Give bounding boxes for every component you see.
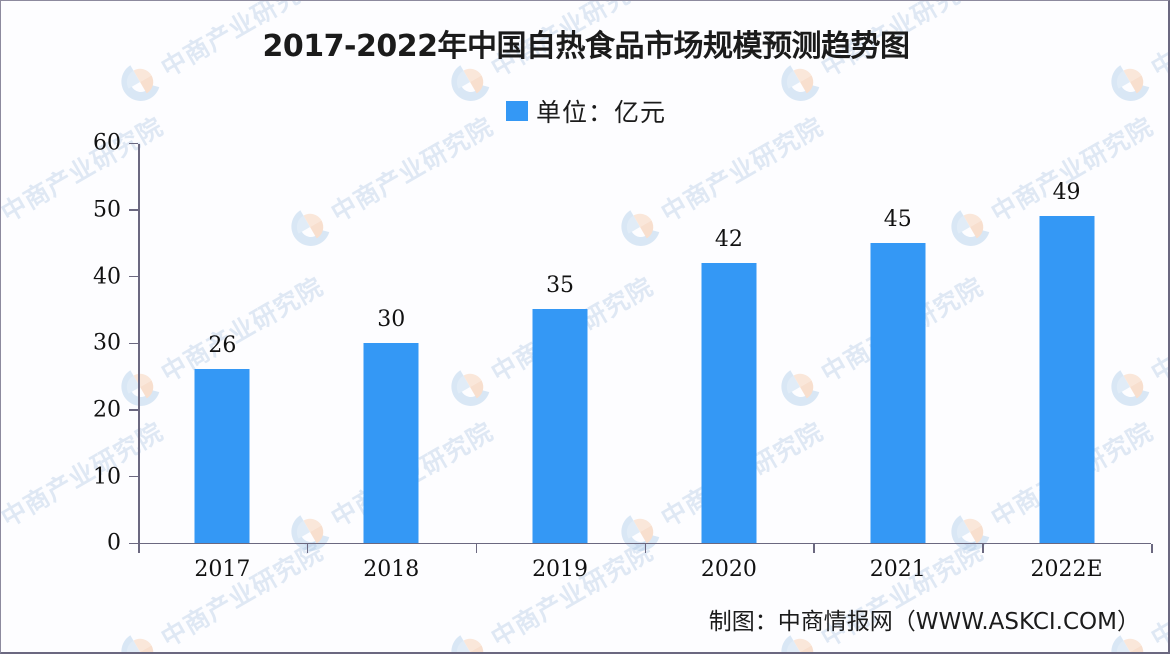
watermark-logo-icon [1,502,10,562]
x-axis-category-label: 2019 [532,556,589,582]
x-axis-tick [475,544,478,553]
x-axis [138,542,1151,544]
legend-label: 单位：亿元 [535,98,666,127]
watermark-logo-icon [1,197,10,257]
y-axis-tick: 30 [93,331,138,356]
bar-slot: 42 2020 [645,145,814,582]
y-axis-tick-label: 10 [93,464,121,490]
y-axis-tick: 0 [107,531,138,556]
y-axis-tick-label: 20 [93,397,121,423]
watermark-logo-icon [110,622,170,652]
x-axis-category-label: 2018 [363,556,420,582]
y-axis-tick: 50 [93,197,138,222]
x-axis-category-label: 2022E [1030,556,1103,582]
y-axis [138,144,140,544]
bar[interactable]: 42 [701,227,757,543]
watermark: 中商产业研究院 [110,529,331,653]
y-axis-tick-label: 30 [93,330,121,356]
y-axis-tick-label: 40 [93,264,121,290]
watermark-logo-icon [440,622,500,652]
bar-value-label: 42 [714,226,743,252]
page-title: 2017-2022年中国自热食品市场规模预测趋势图 [262,29,910,64]
x-axis-tick [1151,544,1153,553]
bar[interactable]: 49 [1039,180,1095,543]
bar-slot: 45 2021 [813,145,982,582]
bar-value-label: 30 [377,306,406,332]
bar-slot: 30 2018 [307,145,476,582]
y-axis-tick: 10 [93,464,138,489]
bar-value-label: 45 [883,206,912,232]
bar[interactable]: 45 [870,207,926,543]
watermark-text: 中商产业研究院 [1146,536,1170,653]
y-axis-tick: 20 [93,397,138,422]
x-axis-tick [644,544,646,553]
x-axis-tick [306,544,309,553]
y-axis-tick-label: 50 [93,197,121,223]
watermark-text: 中商产业研究院 [156,536,329,653]
footer-credit: 制图：中商情报网（WWW.ASKCI.COM） [708,609,1140,635]
y-axis-tick: 60 [93,131,138,156]
bar[interactable]: 30 [363,307,419,543]
chart-legend: 单位：亿元 [1,93,1168,129]
x-axis-category-label: 2020 [700,556,757,582]
watermark-text: 中商产业研究院 [486,536,659,653]
x-axis-tick [982,544,984,553]
plot-area: 0 10 20 30 40 50 60 26 2017 30 2018 35 2019 42 2020 45… [93,131,1153,582]
legend-swatch-icon [505,101,528,121]
bar-value-label: 26 [208,333,237,359]
bar[interactable]: 35 [532,273,588,543]
bar-slot: 26 2017 [138,145,307,581]
y-axis-tick: 40 [93,264,138,289]
x-axis-tick [813,544,815,553]
bar-value-label: 49 [1052,179,1081,205]
x-axis-category-label: 2017 [194,556,251,582]
bar-slot: 35 2019 [476,145,645,581]
x-axis-category-label: 2021 [869,556,926,582]
x-axis-tick [138,544,140,553]
y-axis-tick-label: 0 [107,530,121,556]
bar-slot: 49 2022E [982,145,1151,582]
watermark: 中商产业研究院 [440,529,661,653]
bar-value-label: 35 [546,273,575,299]
bar[interactable]: 26 [194,333,250,543]
y-axis-tick-label: 60 [93,130,121,156]
